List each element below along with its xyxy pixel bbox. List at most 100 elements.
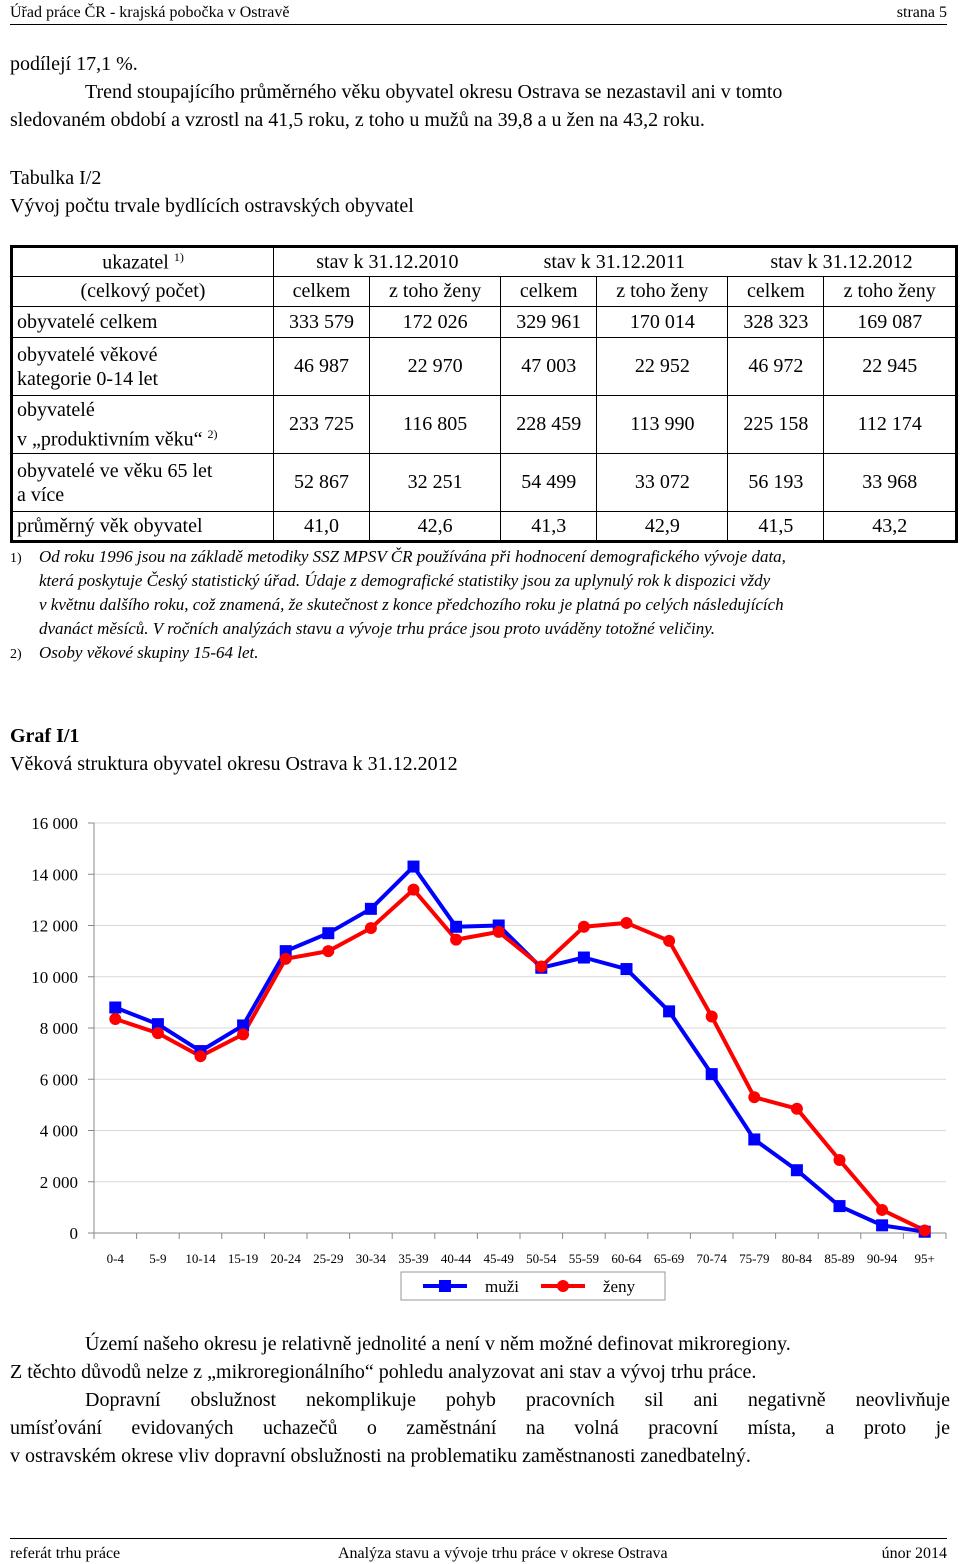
- table-cell: 33 968: [823, 453, 957, 512]
- y-tick-label: 2 000: [40, 1173, 78, 1192]
- data-point: [237, 1019, 250, 1032]
- data-point: [322, 945, 335, 958]
- data-point: [577, 951, 590, 964]
- data-point: [663, 1005, 676, 1018]
- table-cell: 169 087: [823, 306, 957, 338]
- header-page-number: strana 5: [896, 4, 947, 21]
- header-period-2012: stav k 31.12.2012: [727, 246, 957, 277]
- x-tick-label: 65-69: [654, 1251, 684, 1266]
- legend-marker: [557, 1280, 569, 1292]
- intro-line-2: Trend stoupajícího průměrného věku obyva…: [85, 81, 783, 103]
- x-tick-label: 75-79: [739, 1251, 769, 1266]
- table-cell: 170 014: [596, 306, 729, 338]
- header-total-count: (celkový počet): [11, 276, 274, 307]
- data-point: [151, 1027, 164, 1040]
- text-line: umísťování evidovaných uchazečů o zaměst…: [10, 1417, 950, 1439]
- table-cell: 52 867: [273, 453, 370, 512]
- data-point: [663, 934, 676, 947]
- data-point: [833, 1200, 846, 1213]
- table-cell: 41,3: [500, 511, 598, 542]
- series-line-ženy: [114, 887, 926, 1233]
- intro-line-3: sledovaném období a vzrostl na 41,5 roku…: [10, 109, 705, 131]
- x-tick-label: 35-39: [398, 1251, 428, 1266]
- table-cell: 113 990: [596, 395, 729, 454]
- subheader-cell: z toho ženy: [823, 276, 957, 307]
- data-point: [620, 963, 633, 976]
- x-tick-label: 85-89: [824, 1251, 854, 1266]
- header-period-2010: stav k 31.12.2010: [273, 246, 501, 277]
- footer-date: únor 2014: [881, 1545, 947, 1562]
- data-point: [322, 927, 335, 940]
- x-tick-label: 55-59: [569, 1251, 599, 1266]
- table-cell: 43,2: [823, 511, 957, 542]
- data-point: [535, 960, 548, 973]
- table-cell: 228 459: [500, 395, 598, 454]
- data-point: [151, 1018, 164, 1031]
- data-point: [790, 1102, 803, 1115]
- subheader-cell: celkem: [500, 276, 598, 307]
- row-label: obyvatelé v „produktivním věku“ 2): [11, 395, 274, 454]
- table-cell: 47 003: [500, 337, 598, 396]
- data-point: [109, 1013, 122, 1026]
- table-cell: 54 499: [500, 453, 598, 512]
- y-tick-label: 0: [70, 1224, 79, 1243]
- data-point: [109, 1001, 122, 1014]
- table-cell: 22 945: [823, 337, 957, 396]
- data-point: [450, 920, 463, 933]
- legend-marker: [439, 1280, 451, 1292]
- subheader-cell: celkem: [273, 276, 370, 307]
- data-point: [407, 860, 420, 873]
- table-cell: 56 193: [727, 453, 825, 512]
- row-label: obyvatelé celkem: [11, 306, 274, 338]
- legend-label: muži: [485, 1277, 519, 1296]
- table-row: obyvatelé celkem 333 579 172 026 329 961…: [11, 306, 957, 338]
- table-caption-subtitle: Vývoj počtu trvale bydlících ostravských…: [10, 195, 414, 217]
- row-label: obyvatelé věkové kategorie 0-14 let: [11, 337, 274, 396]
- data-point: [194, 1050, 207, 1063]
- data-point: [918, 1224, 931, 1237]
- x-tick-label: 95+: [915, 1251, 935, 1266]
- data-point: [407, 883, 420, 896]
- table-header-row-2: (celkový počet) celkem z toho ženy celke…: [11, 276, 957, 307]
- data-point: [492, 925, 505, 938]
- table-row: průměrný věk obyvatel 41,0 42,6 41,3 42,…: [11, 511, 957, 542]
- table-header-row-1: ukazatel 1) stav k 31.12.2010 stav k 31.…: [11, 246, 957, 277]
- age-structure-chart: 0 2 000 4 000 6 000 8 000 10 000 12 000 14 000 1…: [31, 814, 947, 1301]
- row-label: obyvatelé ve věku 65 let a více: [11, 453, 274, 512]
- chart-legend: muži ženy: [400, 1271, 666, 1301]
- x-tick-label: 0-4: [107, 1251, 125, 1266]
- x-tick-label: 10-14: [185, 1251, 216, 1266]
- table-cell: 225 158: [727, 395, 825, 454]
- x-tick-label: 40-44: [441, 1251, 472, 1266]
- x-tick-label: 20-24: [271, 1251, 302, 1266]
- data-point: [876, 1219, 889, 1232]
- footer-department: referát trhu práce: [10, 1545, 121, 1562]
- intro-line-1: podílejí 17,1 %.: [10, 53, 138, 75]
- text-line: v ostravském okrese vliv dopravní obsluž…: [10, 1445, 751, 1467]
- data-point: [748, 1091, 761, 1104]
- text-line: Z těchto důvodů nelze z „mikroregionální…: [10, 1361, 757, 1383]
- text-line: Území našeho okresu je relativně jednoli…: [85, 1333, 791, 1355]
- subheader-cell: z toho ženy: [596, 276, 729, 307]
- text-line: Dopravní obslužnost nekomplikuje pohyb p…: [85, 1389, 950, 1411]
- x-tick-label: 90-94: [867, 1251, 898, 1266]
- data-point: [620, 916, 633, 929]
- x-tick-label: 30-34: [356, 1251, 387, 1266]
- y-tick-label: 6 000: [40, 1070, 78, 1089]
- table-cell: 42,9: [596, 511, 729, 542]
- table-cell: 328 323: [727, 306, 825, 338]
- x-tick-label: 80-84: [782, 1251, 813, 1266]
- page-footer: referát trhu práce Analýza stavu a vývoj…: [10, 1538, 947, 1563]
- series-line-muži: [114, 864, 925, 1234]
- table-cell: 172 026: [368, 306, 502, 338]
- graph-title: Graf I/1: [10, 725, 80, 747]
- y-tick-label: 16 000: [31, 814, 78, 833]
- subheader-cell: celkem: [727, 276, 825, 307]
- data-point: [279, 952, 292, 965]
- table-cell: 329 961: [500, 306, 598, 338]
- y-tick-label: 12 000: [31, 917, 78, 936]
- x-tick-label: 25-29: [313, 1251, 343, 1266]
- footnote-1: 1) Od roku 1996 jsou na základě metodiky…: [10, 547, 786, 638]
- page-header: Úřad práce ČR - krajská pobočka v Ostrav…: [10, 2, 947, 25]
- legend-label: ženy: [603, 1277, 636, 1296]
